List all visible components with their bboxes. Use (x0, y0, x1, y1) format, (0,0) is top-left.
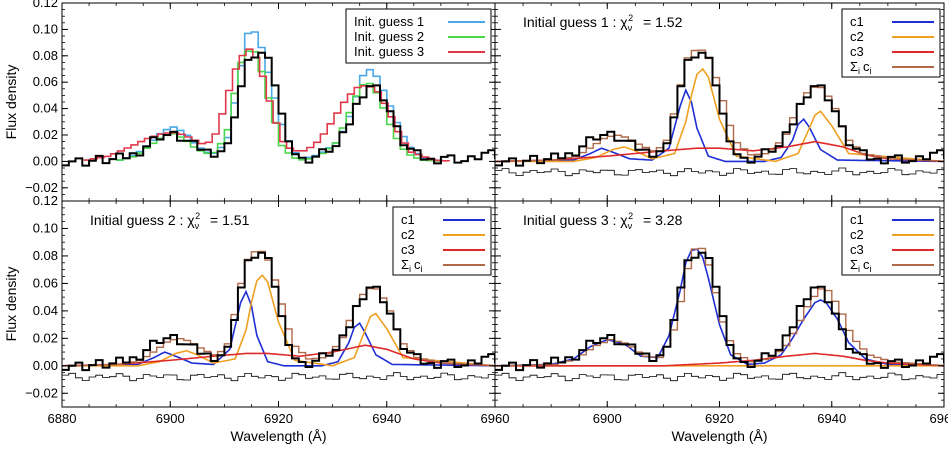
y-axis-title: Flux density (3, 65, 19, 140)
y-tick-label: 0.08 (33, 248, 58, 263)
y-tick-label: 0.08 (33, 48, 58, 63)
x-tick-label: 6940 (372, 411, 401, 426)
legend-label: c3 (850, 44, 864, 59)
x-tick-label: 6880 (48, 411, 77, 426)
chi-superscript: 2 (628, 13, 633, 23)
legend-label: c2 (401, 227, 415, 242)
x-tick-label: 6920 (705, 411, 734, 426)
plot-area (62, 31, 495, 167)
series-init-guess-3-line (83, 48, 450, 162)
panel-top-left: −0.02 0.00 0.02 0.04 0.06 0.08 0.10 0.12 Init. g… (25, 0, 496, 202)
x-tick-label: 6900 (156, 411, 185, 426)
legend-label: c2 (850, 227, 864, 242)
observed-spectrum-line (495, 51, 944, 167)
plot-area (495, 49, 944, 177)
y-tick-label: 0.12 (33, 193, 58, 208)
plot-area (495, 247, 944, 382)
legend-label: c3 (401, 242, 415, 257)
y-tick-label: 0.04 (33, 303, 58, 318)
chi-subscript: ν (195, 221, 200, 231)
chi-superscript: 2 (195, 211, 200, 221)
x-tick-label: 6900 (593, 411, 622, 426)
y-tick-label: 0.02 (33, 127, 58, 142)
chi-subscript: ν (628, 23, 633, 33)
legend-label: Init. guess 1 (354, 14, 424, 29)
x-tick-label: 6960 (481, 411, 510, 426)
legend-label: Init. guess 3 (354, 44, 424, 59)
y-tick-label: 0.00 (33, 358, 58, 373)
legend-box (392, 206, 492, 276)
legend-box (841, 8, 941, 78)
chi-value: = 3.28 (639, 212, 682, 228)
series-c1-line (62, 289, 495, 367)
series-c1-line (495, 248, 944, 367)
chi-value: = 1.52 (639, 14, 682, 30)
legend-label: Init. guess 2 (354, 29, 424, 44)
observed-spectrum-line (495, 251, 944, 372)
residuals-line (62, 372, 495, 382)
residuals-line (495, 167, 944, 177)
y-tick-label: 0.10 (33, 220, 58, 235)
y-tick-label: 0.10 (33, 21, 58, 36)
chi-superscript: 2 (628, 211, 633, 221)
x-axis-title: Wavelength (Å) (231, 428, 327, 444)
legend-label: c1 (401, 212, 415, 227)
residuals-line (495, 372, 944, 382)
legend-label: Σi ci (850, 257, 872, 274)
legend-label: Σi ci (850, 59, 872, 76)
panel-bottom-right: 6900 6920 6940 6960 Initial guess 3 : χν2 = … (494, 200, 948, 426)
y-tick-label: 0.06 (33, 74, 58, 89)
panel-title: Initial guess 1 : χν2 = 1.52 (523, 13, 683, 33)
panel-title: Initial guess 2 : χν2 = 1.51 (90, 211, 250, 231)
observed-spectrum-line (62, 251, 495, 372)
legend-label: c2 (850, 29, 864, 44)
legend-label: c3 (850, 242, 864, 257)
legend-label: Σi ci (401, 257, 423, 274)
y-tick-label: 0.00 (33, 153, 58, 168)
series-c3-line (495, 352, 944, 367)
chi-subscript: ν (628, 221, 633, 231)
legend-label: c1 (850, 212, 864, 227)
legend-box (841, 206, 941, 276)
y-tick-label: 0.04 (33, 101, 58, 116)
legend-label: c1 (850, 14, 864, 29)
panel-bottom-left: −0.02 0.00 0.02 0.04 0.06 0.08 0.10 0.12 6880 690… (25, 193, 509, 426)
chi-symbol: χ (187, 212, 195, 228)
x-tick-label: 6960 (930, 411, 948, 426)
chi-symbol: χ (620, 14, 628, 30)
y-axis-title: Flux density (3, 267, 19, 342)
y-tick-label: −0.02 (25, 180, 58, 195)
x-axis-title: Wavelength (Å) (672, 428, 768, 444)
y-tick-label: 0.02 (33, 330, 58, 345)
x-tick-label: 6920 (264, 411, 293, 426)
observed-spectrum-line (62, 51, 495, 167)
y-tick-label: 0.12 (33, 0, 58, 10)
chi-symbol: χ (620, 212, 628, 228)
x-tick-label: 6940 (817, 411, 846, 426)
panel-title: Initial guess 3 : χν2 = 3.28 (523, 211, 683, 231)
plot-area (62, 250, 495, 382)
series-c3-line (62, 344, 495, 367)
y-tick-label: −0.02 (25, 385, 58, 400)
y-tick-label: 0.06 (33, 275, 58, 290)
chi-value: = 1.51 (206, 212, 249, 228)
